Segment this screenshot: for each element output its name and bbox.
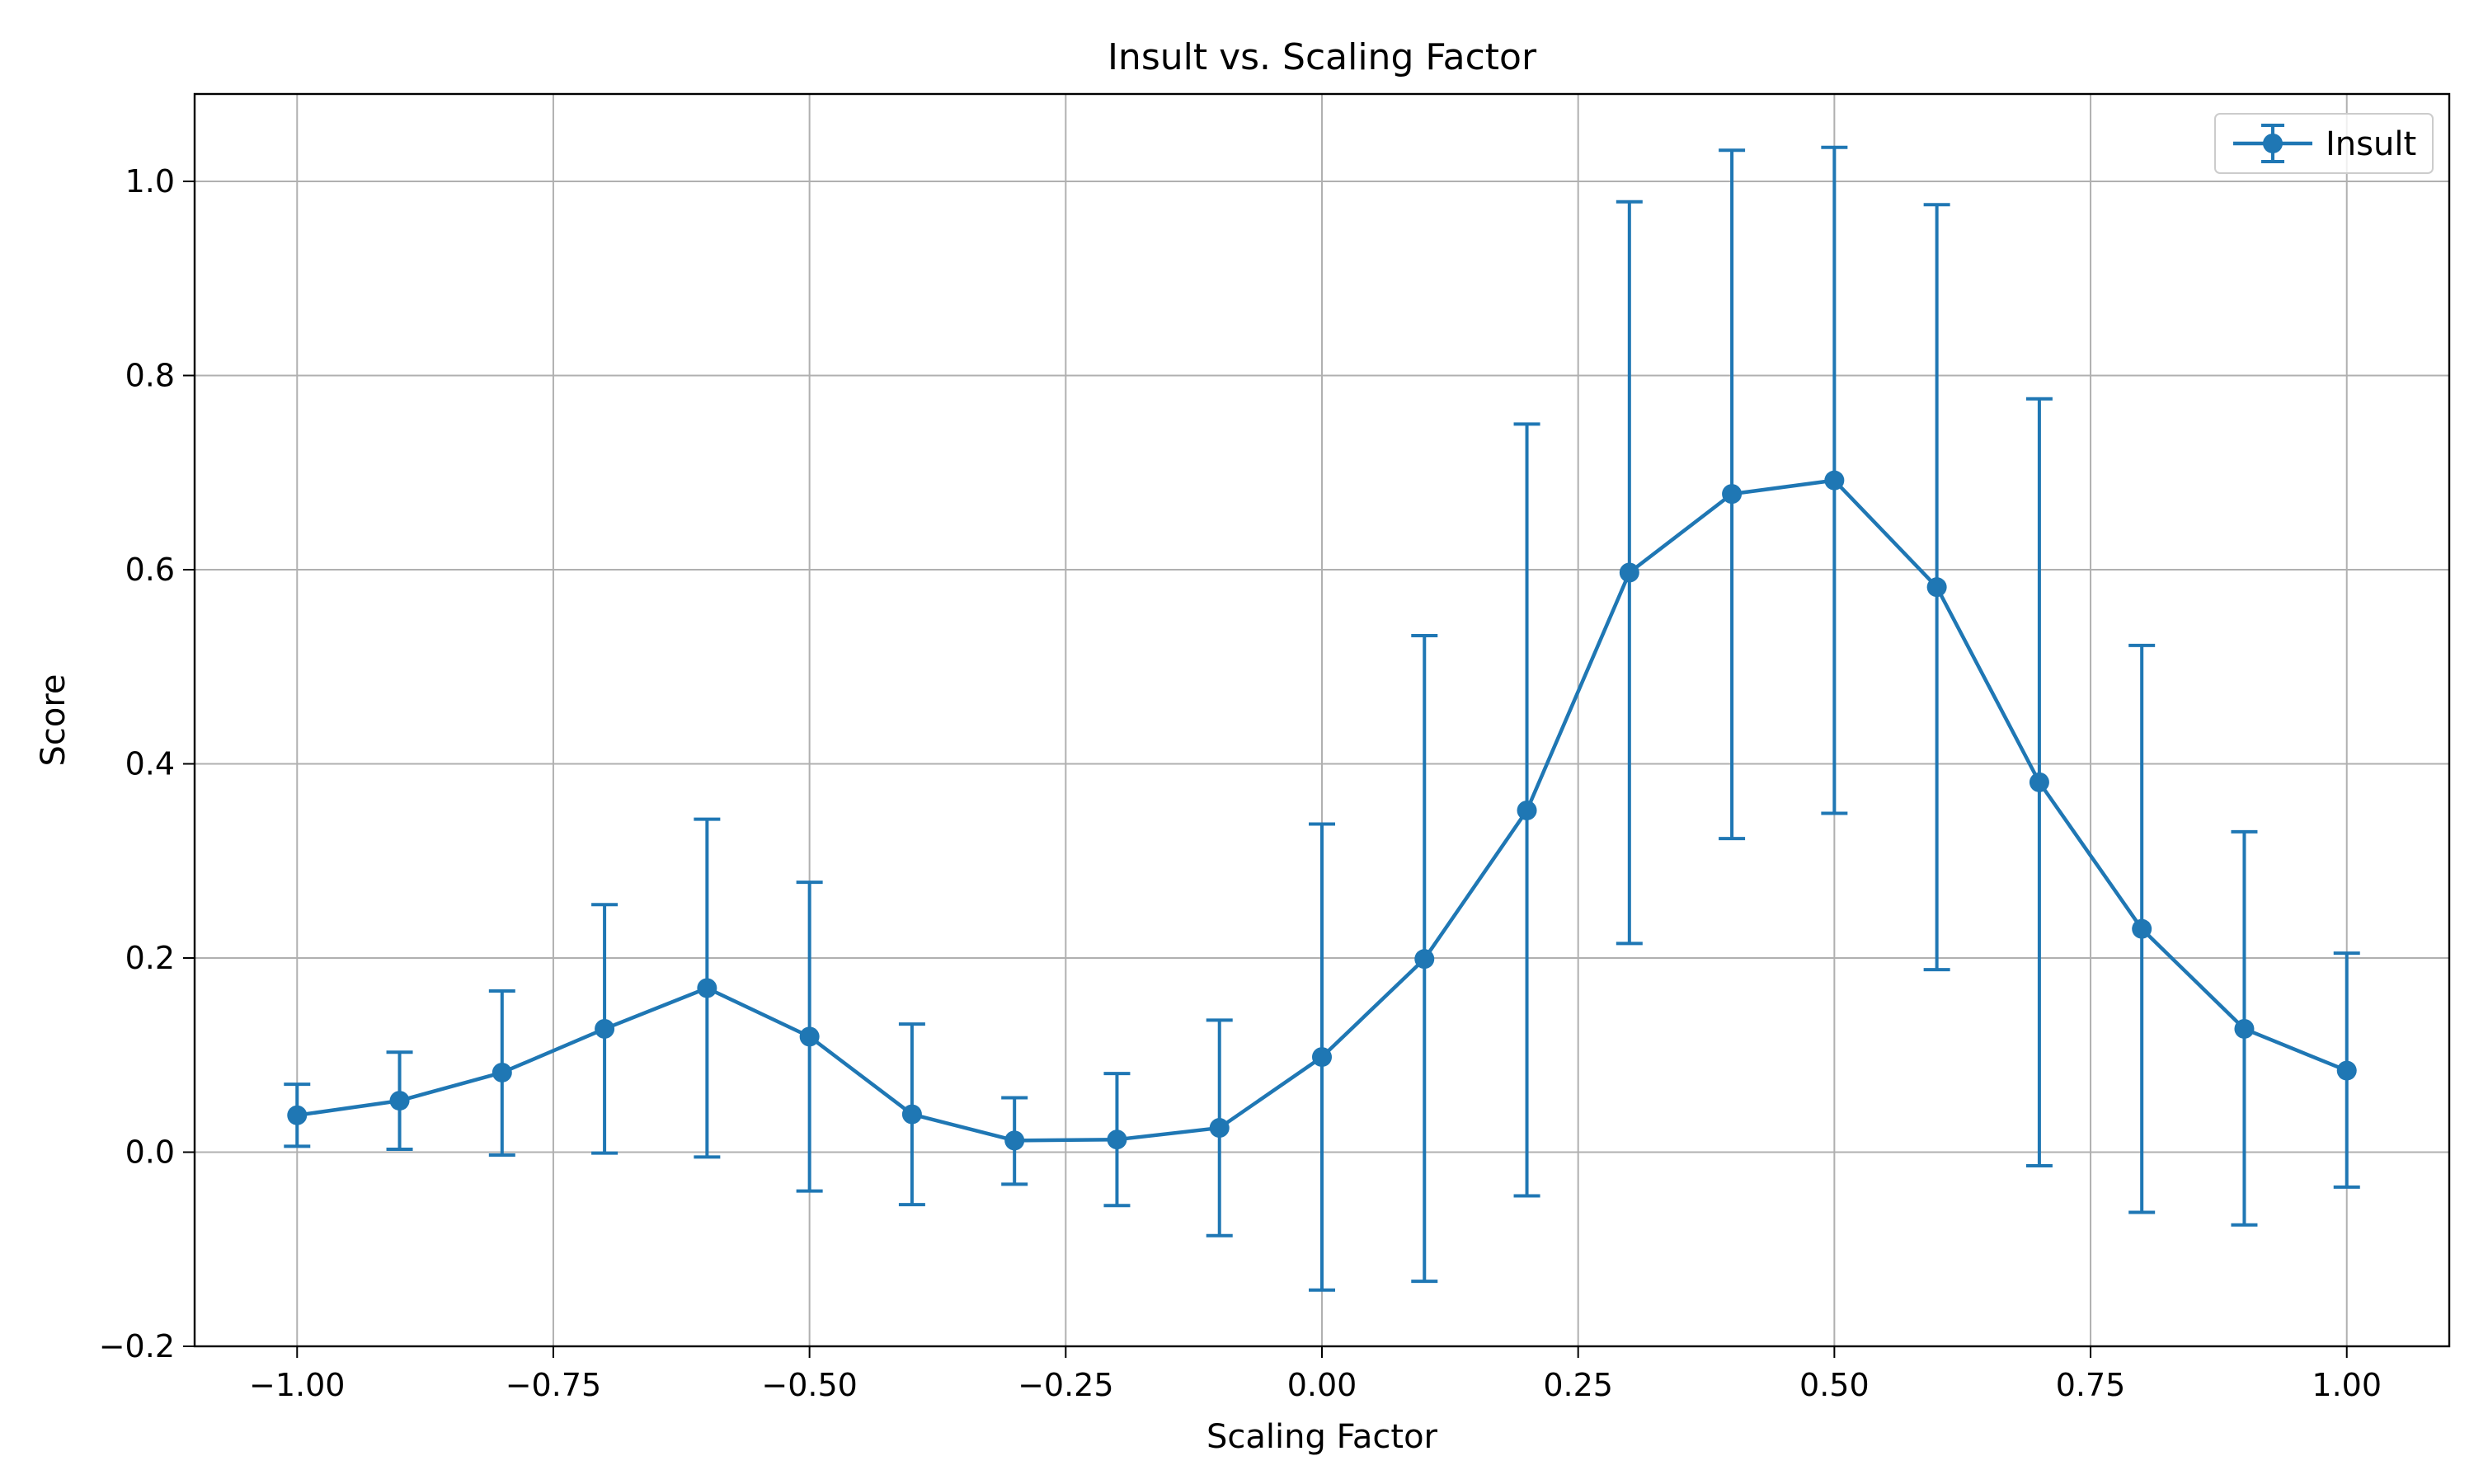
x-tick-label: −1.00 [249, 1367, 345, 1403]
x-tick-label: 0.75 [2056, 1367, 2126, 1403]
data-point [492, 1062, 512, 1082]
y-tick-label: 1.0 [125, 163, 175, 200]
data-points [287, 470, 2357, 1151]
x-axis: −1.00 −0.75 −0.50 −0.25 0.00 0.25 0.50 0.75 1.00 [249, 1346, 2382, 1403]
data-point [2029, 772, 2049, 792]
x-tick-label: −0.75 [506, 1367, 601, 1403]
data-point [1619, 562, 1639, 583]
data-point [2132, 918, 2152, 939]
legend-label: Insult [2326, 125, 2416, 163]
data-point [1722, 484, 1743, 505]
data-point [2234, 1018, 2255, 1039]
x-tick-label: 0.50 [1799, 1367, 1870, 1403]
legend-box [2214, 113, 2434, 174]
data-point [1312, 1047, 1332, 1068]
y-tick-label: 0.0 [125, 1134, 175, 1170]
y-tick-label: −0.2 [99, 1328, 175, 1364]
data-point [2336, 1060, 2357, 1081]
x-tick-label: −0.25 [1018, 1367, 1113, 1403]
data-point [595, 1018, 615, 1039]
data-point [1517, 801, 1537, 821]
x-tick-label: 0.25 [1543, 1367, 1613, 1403]
data-point [697, 978, 717, 998]
legend: Insult [2214, 113, 2434, 174]
data-point [901, 1104, 922, 1125]
x-tick-label: 0.00 [1287, 1367, 1357, 1403]
y-tick-label: 0.2 [125, 940, 175, 976]
data-point [799, 1026, 820, 1047]
data-point [389, 1091, 410, 1111]
y-axis-label: Score [35, 674, 73, 766]
data-point [1004, 1130, 1025, 1151]
y-tick-label: 0.8 [125, 357, 175, 393]
x-tick-label: −0.50 [761, 1367, 857, 1403]
data-point [1209, 1118, 1230, 1139]
data-point [1926, 577, 1947, 598]
data-point [1414, 949, 1435, 970]
legend-marker [2263, 134, 2283, 153]
chart-title: Insult vs. Scaling Factor [1108, 36, 1537, 78]
x-tick-label: 1.00 [2312, 1367, 2382, 1403]
data-point [287, 1105, 308, 1125]
x-axis-label: Scaling Factor [1206, 1418, 1438, 1456]
y-tick-label: 0.6 [125, 552, 175, 588]
error-bars [284, 145, 2360, 1292]
data-point [1824, 470, 1845, 491]
y-axis: −0.2 0.0 0.2 0.4 0.6 0.8 1.0 [99, 163, 195, 1364]
y-tick-label: 0.4 [125, 745, 175, 782]
data-point [1107, 1129, 1127, 1150]
